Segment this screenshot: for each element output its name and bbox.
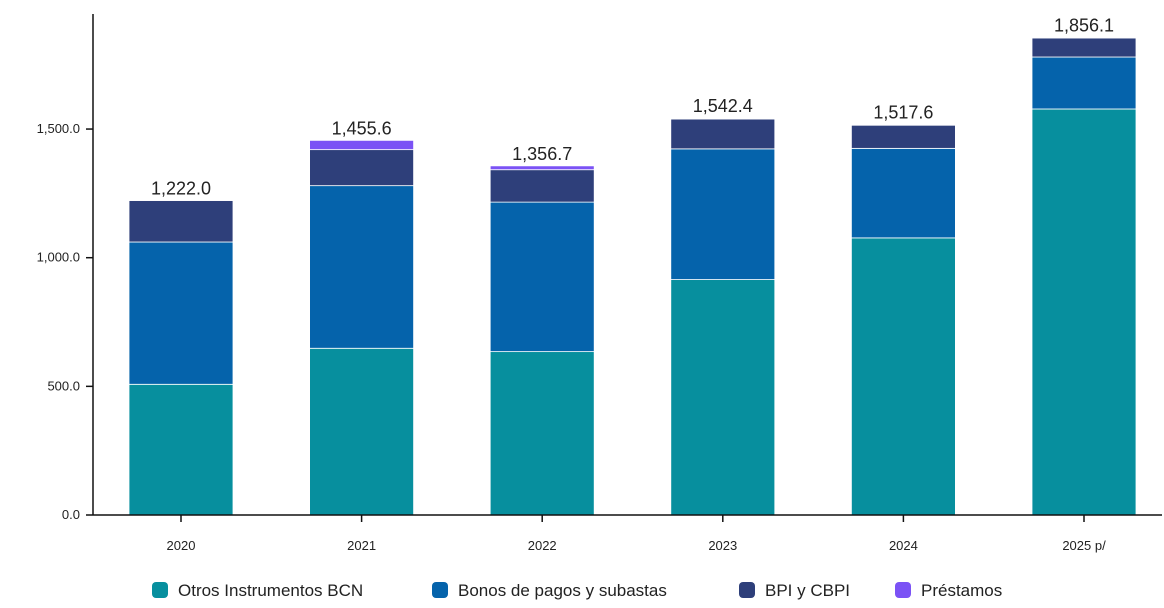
x-tick-label: 2025 p/ [1062,538,1106,553]
legend-swatch [895,582,911,598]
legend-label: BPI y CBPI [765,581,850,600]
bar-segment-pr-stamos [1031,37,1137,39]
bar-segment-bonos-de-pagos-y-subastas [128,241,234,385]
legend-label: Bonos de pagos y subastas [458,581,667,600]
bar-segment-bpi-y-cbpi [670,118,776,150]
bar-total-label: 1,517.6 [873,103,933,123]
bar-segment-pr-stamos [489,165,595,171]
y-tick-label: 1,000.0 [37,250,80,265]
bars-group [128,37,1137,516]
legend-swatch [152,582,168,598]
x-tick-label: 2022 [528,538,557,553]
x-tick-label: 2020 [167,538,196,553]
total-labels-group: 1,222.0 1,455.6 1,356.7 1,542.4 1,517.6 1,856… [151,15,1114,198]
bar-total-label: 1,455.6 [332,118,392,138]
bar-segment-pr-stamos [851,124,956,126]
y-tick-label: 0.0 [62,507,80,522]
bar-total-label: 1,856.1 [1054,15,1114,35]
y-axis: 0.0 500.0 1,000.0 1,500.0 [37,14,94,522]
x-axis: 2020 2021 2022 2023 2024 2025 p/ [93,514,1162,553]
bar-segment-bpi-y-cbpi [851,124,956,149]
y-tick-label: 500.0 [47,378,80,393]
bar-segment-otros-instrumentos-bcn [670,279,776,516]
bar-segment-otros-instrumentos-bcn [851,237,956,516]
bar-segment-bonos-de-pagos-y-subastas [1031,56,1137,110]
bar-segment-bonos-de-pagos-y-subastas [851,147,956,239]
bar-segment-pr-stamos [309,139,415,151]
bar-segment-bonos-de-pagos-y-subastas [309,185,415,349]
bar-segment-otros-instrumentos-bcn [309,347,415,516]
bar-segment-bonos-de-pagos-y-subastas [489,201,595,353]
bar-segment-otros-instrumentos-bcn [1031,108,1137,516]
legend-swatch [739,582,755,598]
bar-segment-otros-instrumentos-bcn [489,351,595,516]
bar-total-label: 1,356.7 [512,144,572,164]
legend: Otros Instrumentos BCN Bonos de pagos y s… [152,581,1002,600]
legend-label: Otros Instrumentos BCN [178,581,363,600]
bar-total-label: 1,542.4 [693,96,753,116]
bar-total-label: 1,222.0 [151,179,211,199]
x-tick-label: 2023 [708,538,737,553]
x-tick-label: 2024 [889,538,918,553]
legend-swatch [432,582,448,598]
bar-segment-bpi-y-cbpi [128,200,234,243]
x-tick-label: 2021 [347,538,376,553]
bar-segment-bpi-y-cbpi [309,149,415,187]
legend-label: Préstamos [921,581,1002,600]
bar-segment-otros-instrumentos-bcn [128,383,234,516]
y-tick-label: 1,500.0 [37,121,80,136]
bar-segment-bonos-de-pagos-y-subastas [670,148,776,280]
bar-segment-pr-stamos [670,117,776,120]
bar-segment-bpi-y-cbpi [1031,37,1137,58]
bar-segment-bpi-y-cbpi [489,169,595,203]
